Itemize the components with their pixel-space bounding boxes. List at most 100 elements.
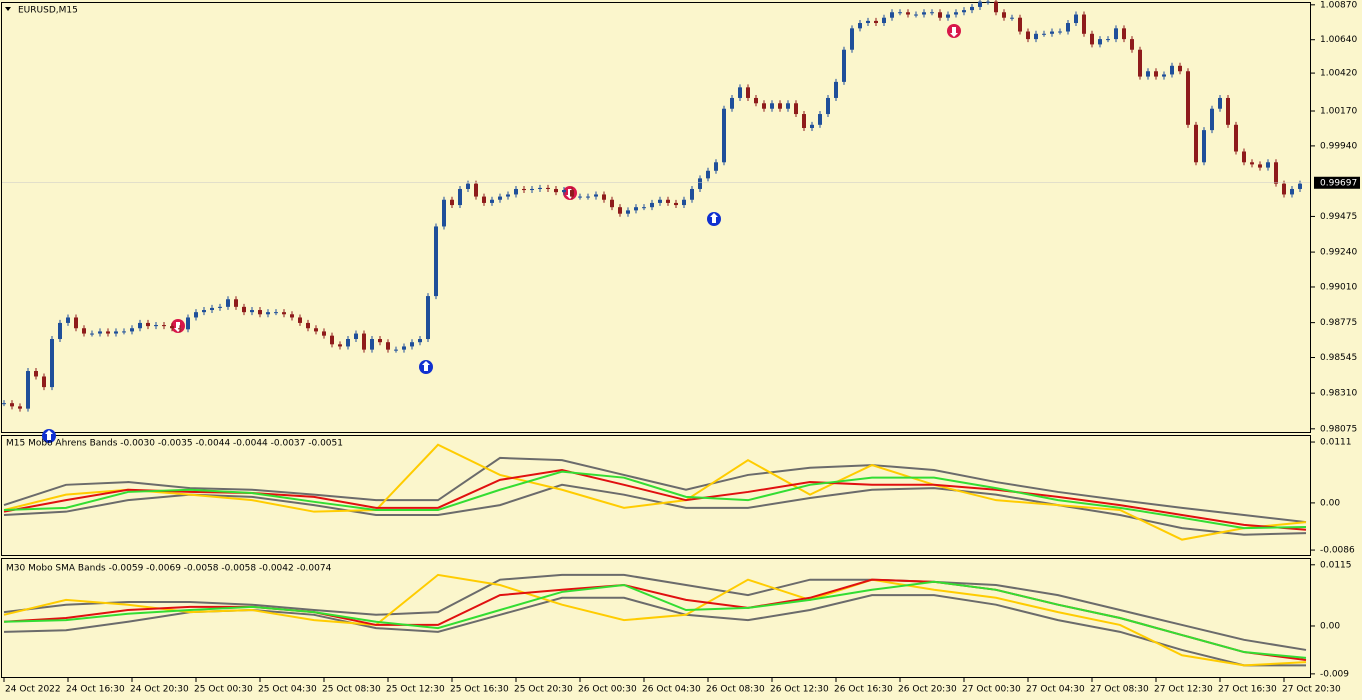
candle — [354, 333, 358, 340]
x-tick-label: 25 Oct 08:30 — [322, 685, 381, 695]
candle — [1114, 28, 1118, 40]
candle — [1010, 17, 1014, 19]
panel-title: M15 Mobo Ahrens Bands -0.0030 -0.0035 -0… — [6, 439, 343, 449]
indicator-line — [3, 456, 1307, 524]
candle — [1218, 97, 1222, 109]
candle — [1178, 65, 1182, 72]
candle — [882, 17, 886, 24]
candle — [378, 339, 382, 343]
candle — [370, 339, 374, 350]
candle — [1042, 33, 1046, 35]
candle — [1242, 151, 1246, 163]
x-tick-label: 27 Oct 08:30 — [1090, 685, 1149, 695]
candle — [338, 344, 342, 347]
candle — [362, 333, 366, 350]
candle — [42, 376, 46, 388]
candle — [1066, 23, 1070, 32]
indicator-panel — [1, 558, 1311, 678]
candle — [706, 170, 710, 179]
candle — [282, 312, 286, 315]
panel-title: EURUSD,M15 — [18, 6, 78, 16]
candle — [1146, 71, 1150, 77]
candle — [594, 194, 598, 197]
candle — [762, 103, 766, 109]
candle — [1074, 14, 1078, 24]
y-tick-label: -0.009 — [1320, 669, 1349, 679]
candle — [98, 331, 102, 334]
x-tick-label: 25 Oct 16:30 — [450, 685, 509, 695]
x-tick-label: 26 Oct 04:30 — [642, 685, 701, 695]
up-arrow — [42, 429, 56, 443]
candle — [2, 403, 6, 405]
candle — [562, 190, 566, 193]
x-tick-label: 27 Oct 16:30 — [1218, 685, 1277, 695]
candle — [210, 307, 214, 311]
x-tick-label: 26 Oct 08:30 — [706, 685, 765, 695]
y-tick-label: 1.00640 — [1320, 35, 1357, 45]
candle — [914, 14, 918, 16]
candle — [626, 210, 630, 214]
candle — [650, 202, 654, 208]
candle — [186, 317, 190, 330]
y-tick-label: -0.0086 — [1320, 546, 1355, 556]
candle — [1234, 124, 1238, 152]
candle — [34, 371, 38, 377]
candle — [810, 124, 814, 128]
candle — [314, 328, 318, 332]
x-tick-label: 27 Oct 12:30 — [1154, 685, 1213, 695]
x-tick-label: 25 Oct 20:30 — [514, 685, 573, 695]
candle — [1194, 124, 1198, 163]
indicator-panel — [1, 435, 1311, 556]
y-tick-label: 0.98545 — [1320, 353, 1357, 363]
candle — [170, 326, 174, 329]
candle — [82, 328, 86, 334]
candle — [218, 306, 222, 308]
candle — [1002, 12, 1006, 18]
candle — [786, 103, 790, 109]
candle — [746, 87, 750, 98]
y-tick-label: 1.00170 — [1320, 107, 1357, 117]
candle — [1058, 31, 1062, 33]
candle — [978, 1, 982, 7]
up-arrow — [707, 212, 721, 226]
candle — [778, 103, 782, 109]
x-tick-label: 27 Oct 04:30 — [1026, 685, 1085, 695]
y-tick-label: 0.98075 — [1320, 424, 1357, 434]
candle — [474, 183, 478, 197]
y-tick-label: 0.99010 — [1320, 282, 1357, 292]
candle — [818, 114, 822, 125]
candle — [1026, 31, 1030, 40]
candle — [530, 188, 534, 191]
candle — [866, 20, 870, 24]
candle — [490, 199, 494, 203]
candle — [1018, 17, 1022, 32]
candle — [74, 317, 78, 329]
candle — [418, 339, 422, 343]
y-tick-label: 0.00 — [1320, 498, 1340, 508]
candle — [1122, 28, 1126, 40]
candle — [554, 188, 558, 193]
candle — [546, 187, 550, 189]
x-tick-label: 26 Oct 20:30 — [898, 685, 957, 695]
x-tick-label: 25 Oct 00:30 — [194, 685, 253, 695]
candle — [226, 299, 230, 307]
y-tick-label: 0.0111 — [1320, 438, 1352, 448]
candle — [1226, 97, 1230, 125]
y-tick-label: 0.98775 — [1320, 318, 1357, 328]
x-tick-label: 24 Oct 20:30 — [130, 685, 189, 695]
candle — [434, 226, 438, 297]
indicator-line — [3, 580, 1307, 659]
candle — [522, 188, 526, 191]
menu-triangle[interactable] — [5, 7, 11, 11]
candle — [1082, 14, 1086, 34]
candle — [874, 20, 878, 24]
y-tick-label: 0.00 — [1320, 621, 1340, 631]
candle — [306, 322, 310, 329]
y-tick-label: 0.99940 — [1320, 141, 1357, 151]
indicator-line — [3, 443, 1307, 541]
candle — [570, 190, 574, 197]
candle — [458, 188, 462, 206]
candles — [2, 0, 1302, 412]
